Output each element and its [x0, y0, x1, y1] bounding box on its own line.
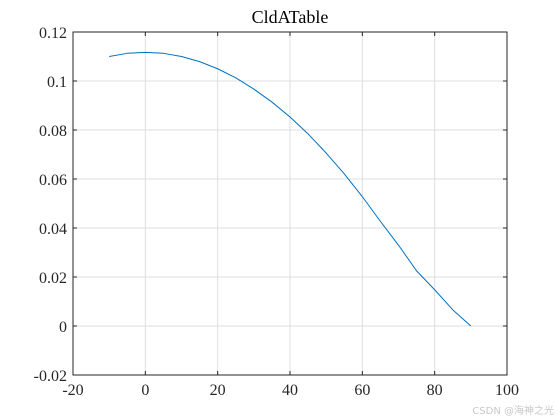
y-tick-label: 0 [59, 319, 67, 336]
x-tick-label: 100 [495, 382, 519, 399]
x-tick-label: 40 [282, 382, 298, 399]
tick-marks [72, 31, 508, 376]
chart-title: CldATable [252, 7, 329, 27]
y-tick-label: 0.04 [39, 221, 67, 238]
x-tick-label: 0 [141, 382, 149, 399]
series-line-0 [109, 51, 472, 327]
y-tick-label: 0.06 [39, 172, 67, 189]
x-tick-labels: -20 0 20 40 60 80 100 [62, 382, 519, 399]
y-tick-labels: -0.02 0 0.02 0.04 0.06 0.08 0.1 0.12 [34, 25, 67, 385]
y-tick-label: 0.12 [39, 25, 67, 42]
y-tick-label: 0.1 [47, 74, 67, 91]
y-tick-label: 0.08 [39, 123, 67, 140]
watermark: CSDN @海神之光 [472, 406, 554, 417]
x-tick-label: 20 [210, 382, 226, 399]
x-tick-label: 80 [427, 382, 443, 399]
x-tick-label: 60 [354, 382, 370, 399]
series-layer [109, 51, 472, 327]
y-tick-label: -0.02 [34, 368, 67, 385]
y-tick-label: 0.02 [39, 270, 67, 287]
x-tick-label: -20 [62, 382, 83, 399]
